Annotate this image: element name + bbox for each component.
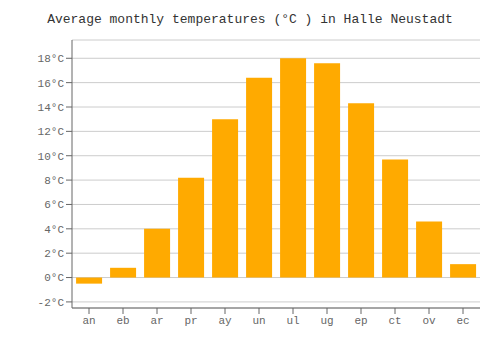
svg-text:ul: ul bbox=[286, 315, 299, 327]
svg-text:14°C: 14°C bbox=[38, 102, 65, 114]
svg-text:ay: ay bbox=[218, 315, 232, 327]
svg-text:-2°C: -2°C bbox=[38, 297, 65, 309]
svg-text:16°C: 16°C bbox=[38, 78, 65, 90]
svg-text:6°C: 6°C bbox=[44, 199, 64, 211]
svg-text:8°C: 8°C bbox=[44, 175, 64, 187]
svg-text:an: an bbox=[82, 315, 95, 327]
svg-text:pr: pr bbox=[184, 315, 197, 327]
html-text:Average monthly temperatures (: Average monthly temperatures (°C ) in Ha… bbox=[47, 12, 453, 27]
svg-text:ar: ar bbox=[150, 315, 163, 327]
svg-text:18°C: 18°C bbox=[38, 53, 65, 65]
svg-text:ug: ug bbox=[320, 315, 333, 327]
svg-text:4°C: 4°C bbox=[44, 224, 64, 236]
svg-text:ov: ov bbox=[422, 315, 436, 327]
svg-text:un: un bbox=[252, 315, 265, 327]
svg-text:12°C: 12°C bbox=[38, 126, 65, 138]
svg-text:eb: eb bbox=[116, 315, 129, 327]
svg-text:ct: ct bbox=[388, 315, 401, 327]
svg-text:2°C: 2°C bbox=[44, 248, 64, 260]
svg-text:ec: ec bbox=[456, 315, 469, 327]
svg-text:ep: ep bbox=[354, 315, 367, 327]
svg-text:0°C: 0°C bbox=[44, 272, 64, 284]
svg-text:10°C: 10°C bbox=[38, 151, 65, 163]
